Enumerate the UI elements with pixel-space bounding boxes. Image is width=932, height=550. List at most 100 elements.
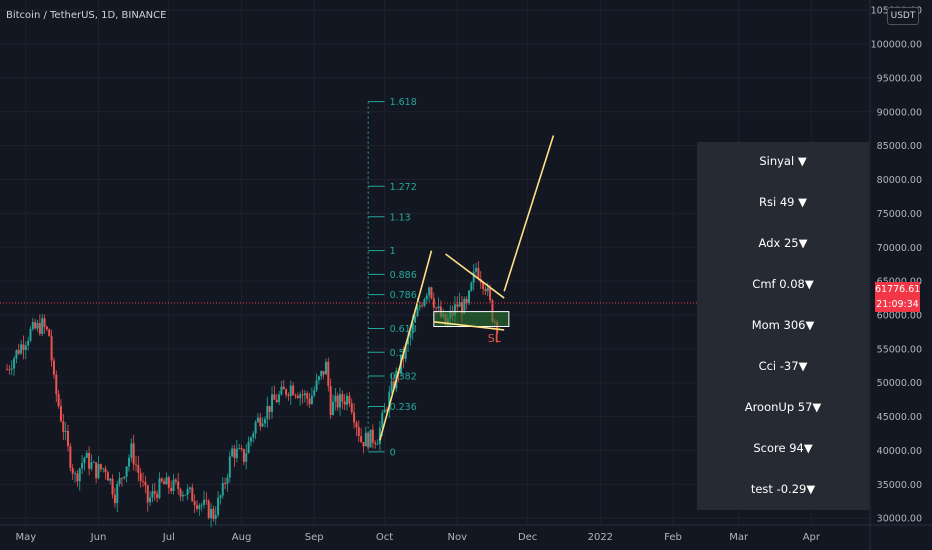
candle-body [346, 395, 349, 405]
candle-body [418, 305, 421, 308]
candle-body [472, 271, 475, 283]
candle-body [430, 287, 433, 299]
candle-body [453, 304, 456, 316]
candle-body [22, 344, 25, 351]
candle-body [306, 393, 309, 399]
candle-body [371, 429, 374, 443]
candle-body [95, 462, 98, 479]
time-tick-label: Feb [664, 532, 682, 543]
candle-body [74, 473, 77, 475]
candle-body [428, 287, 431, 296]
price-axis: 30000.00 35000.00 40000.00 45000.00 50000.00… [871, 6, 922, 525]
candle-body [252, 433, 255, 438]
candle-body [322, 370, 325, 375]
price-tick-label: 80000.00 [877, 175, 922, 186]
bar-countdown: 21:09:34 [876, 299, 919, 310]
candle-body [292, 385, 295, 396]
candle-body [90, 462, 93, 469]
candle-body [273, 394, 276, 400]
candle-body [465, 298, 468, 304]
candle-body [266, 405, 269, 420]
candle-body [217, 497, 220, 515]
candle-body [71, 467, 74, 474]
candle-body [350, 403, 353, 413]
candle-body [313, 390, 316, 396]
candle-body [67, 430, 70, 447]
time-tick-label: Apr [803, 532, 821, 543]
candle-body [242, 449, 245, 462]
candle-body [111, 478, 114, 495]
candle-body [489, 287, 492, 301]
trendline [503, 135, 555, 292]
candle-body [69, 446, 72, 468]
candle-body [320, 370, 323, 377]
candle-body [240, 448, 243, 450]
time-tick-label: 2022 [588, 532, 613, 543]
candle-body [259, 417, 262, 427]
candle-body [163, 481, 166, 485]
candle-body [219, 495, 222, 498]
candle-body [486, 287, 489, 292]
candle-body [198, 505, 201, 509]
candle-body [142, 481, 145, 482]
candle-body [214, 514, 217, 519]
candle-body [177, 481, 180, 490]
trendlines: SL [379, 135, 555, 441]
current-price-value: 61776.61 [875, 284, 921, 295]
candle-body [233, 448, 236, 459]
price-tick-label: 40000.00 [877, 446, 922, 457]
time-tick-label: Sep [305, 532, 324, 543]
candle-body [156, 493, 159, 498]
candle-body [52, 360, 55, 375]
candle-body [315, 380, 318, 391]
candle-body [36, 323, 39, 329]
candle-body [83, 457, 86, 464]
candle-body [228, 456, 231, 478]
candle-body [268, 405, 271, 412]
panel-row-score: Score 94▼ [753, 441, 813, 455]
candle-body [301, 394, 304, 396]
candle-body [256, 417, 259, 423]
candle-body [158, 478, 161, 498]
candle-body [275, 399, 278, 403]
candle-body [10, 368, 13, 370]
candle-body [374, 442, 377, 445]
candle-body [27, 340, 30, 346]
candle-body [41, 318, 44, 334]
price-tick-label: 60000.00 [877, 311, 922, 322]
time-axis: May Jun Jul Aug Sep Oct Nov Dec 2022 Feb Mar Apr [15, 532, 820, 543]
candle-body [50, 336, 53, 361]
candle-body [317, 376, 320, 381]
candle-body [151, 491, 154, 498]
panel-row-cmf: Cmf 0.08▼ [752, 277, 814, 291]
candle-body [20, 344, 23, 354]
candle-body [296, 395, 299, 399]
time-tick-label: Jul [162, 532, 175, 543]
candle-body [369, 429, 372, 448]
candle-body [8, 369, 11, 371]
chart-title: Bitcoin / TetherUS, 1D, BINANCE [6, 10, 167, 21]
candle-body [392, 381, 395, 389]
candle-body [278, 394, 281, 403]
time-tick-label: Jun [90, 532, 107, 543]
candle-body [97, 464, 100, 479]
candle-body [76, 473, 79, 482]
candle-body [364, 432, 367, 447]
candle-body [491, 300, 494, 322]
currency-button[interactable]: USDT [887, 7, 919, 25]
candle-body [362, 442, 365, 447]
candle-body [249, 437, 252, 442]
candle-body [174, 479, 177, 482]
current-price-label: 61776.61 21:09:34 [875, 282, 920, 312]
candle-body [261, 423, 264, 427]
candle-body [308, 398, 311, 404]
candle-body [409, 333, 412, 338]
candle-body [59, 406, 62, 422]
candle-body [245, 453, 248, 462]
time-tick-label: Nov [448, 532, 468, 543]
candle-body [207, 500, 210, 519]
candle-body [45, 326, 48, 330]
price-tick-label: 70000.00 [877, 243, 922, 254]
